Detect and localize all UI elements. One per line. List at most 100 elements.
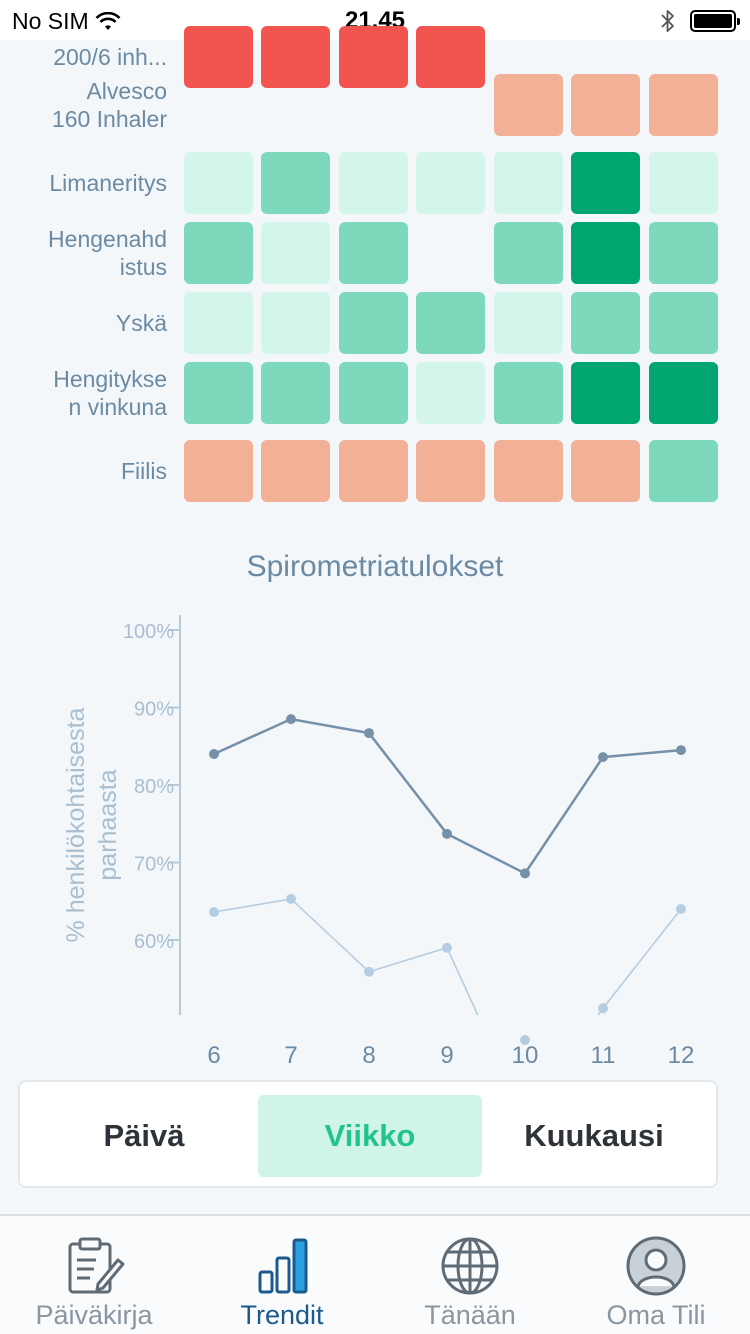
data-point[interactable] [209,749,219,759]
heatmap-cell[interactable] [339,26,408,88]
heatmap-cell[interactable] [494,152,563,214]
data-point[interactable] [676,745,686,756]
heatmap-row-label: Alvesco 160 Inhaler [0,74,167,136]
heatmap-cell[interactable] [416,26,485,88]
heatmap-row-label-line: istus [119,254,167,280]
data-point[interactable] [209,907,219,918]
data-point[interactable] [520,868,530,879]
data-point[interactable] [286,714,296,725]
heatmap-cell[interactable] [339,222,408,284]
heatmap-cell[interactable] [649,292,718,354]
data-point[interactable] [364,966,374,977]
heatmap-cell[interactable] [649,152,718,214]
heatmap-row: 200/6 inh... [0,26,750,88]
heatmap-cell[interactable] [184,222,253,284]
heatmap-cell[interactable] [571,292,640,354]
heatmap-cell[interactable] [416,152,485,214]
heatmap-cell[interactable] [571,152,640,214]
heatmap-cell[interactable] [261,362,330,424]
heatmap-row-label: Fiilis [0,440,167,502]
data-point[interactable] [598,752,608,763]
heatmap-row-label-line: n vinkuna [68,394,167,420]
x-tick-label: 12 [668,1042,695,1069]
y-tick-label: 100% [123,621,174,643]
series-line [213,717,682,875]
heatmap-row-label-line: Alvesco [86,78,167,104]
heatmap-cell[interactable] [416,362,485,424]
heatmap-cell[interactable] [339,362,408,424]
clipboard-pencil-icon [68,1237,125,1294]
heatmap-cell[interactable] [494,222,563,284]
data-point[interactable] [364,728,374,739]
heatmap-row: Hengenahd istus [0,222,750,284]
data-point[interactable] [598,1003,608,1014]
heatmap-row: Alvesco 160 Inhaler [0,74,750,136]
heatmap-row: Limaneritys [0,152,750,214]
data-point[interactable] [286,893,296,904]
heatmap-cell[interactable] [571,74,640,136]
heatmap-cell[interactable] [261,440,330,502]
heatmap-cell[interactable] [261,26,330,88]
heatmap-cell[interactable] [649,222,718,284]
heatmap-cell[interactable] [494,292,563,354]
heatmap-cell[interactable] [261,292,330,354]
segment-month[interactable]: Kuukausi [524,1118,664,1153]
heatmap-cell[interactable] [494,74,563,136]
heatmap-cell[interactable] [649,362,718,424]
carrier-label: No SIM [12,8,89,34]
heatmap-row-label-line: 160 Inhaler [51,106,167,132]
heatmap-cell[interactable] [571,440,640,502]
bluetooth-icon [661,10,674,32]
segment-week[interactable]: Viikko [258,1095,482,1177]
heatmap-cell[interactable] [494,440,563,502]
x-tick-label: 10 [512,1042,539,1069]
data-point[interactable] [442,828,452,839]
heatmap-cell[interactable] [339,152,408,214]
y-tick-label: 80% [134,776,174,798]
bar-chart-icon [258,1238,308,1294]
tab-account[interactable]: Oma Tili [562,1216,750,1334]
heatmap-cell[interactable] [184,152,253,214]
heatmap-cell[interactable] [571,222,640,284]
x-tick-label: 8 [362,1042,375,1069]
y-tick-label: 90% [134,699,174,721]
status-right [660,8,740,34]
heatmap-row-label-line: Yskä [115,310,167,336]
heatmap-cell[interactable] [649,440,718,502]
heatmap-cell[interactable] [261,222,330,284]
heatmap-cell[interactable] [416,440,485,502]
heatmap-cell[interactable] [494,362,563,424]
heatmap-row-label: Limaneritys [0,152,167,214]
heatmap-row-label: Yskä [0,292,167,354]
data-point[interactable] [442,942,452,953]
heatmap-row-label: Hengitykse n vinkuna [0,362,167,424]
heatmap-cell[interactable] [184,26,253,88]
tab-account-label: Oma Tili [606,1300,706,1330]
x-tick-label: 6 [207,1042,220,1069]
heatmap-cell[interactable] [261,152,330,214]
heatmap-cell[interactable] [339,292,408,354]
heatmap-cell[interactable] [184,292,253,354]
segment-day[interactable]: Päivä [103,1118,185,1153]
heatmap-row-label-line: Hengenahd [48,226,167,252]
tab-today[interactable]: Tänään [376,1216,564,1334]
tab-diary[interactable]: Päiväkirja [0,1216,188,1334]
data-point[interactable] [676,904,686,914]
heatmap-cell[interactable] [571,362,640,424]
user-avatar-icon [626,1236,686,1296]
heatmap-cell[interactable] [416,292,485,354]
chart-y-axis-label: % henkilökohtaisesta parhaasta [62,707,122,943]
wifi-icon [95,11,121,30]
chart-title: Spirometriatulokset [246,550,504,583]
x-tick-label: 11 [591,1042,616,1069]
tab-trends-label: Trendit [240,1300,324,1330]
heatmap-row-label-line: Fiilis [121,458,167,484]
data-point[interactable] [520,1035,530,1045]
heatmap-cell[interactable] [649,74,718,136]
heatmap-cell[interactable] [184,440,253,502]
status-left: No SIM [12,8,121,35]
heatmap-cell[interactable] [339,440,408,502]
heatmap-cell[interactable] [184,362,253,424]
tab-trends[interactable]: Trendit [188,1216,376,1334]
heatmap-row-label-line: Limaneritys [49,170,167,196]
